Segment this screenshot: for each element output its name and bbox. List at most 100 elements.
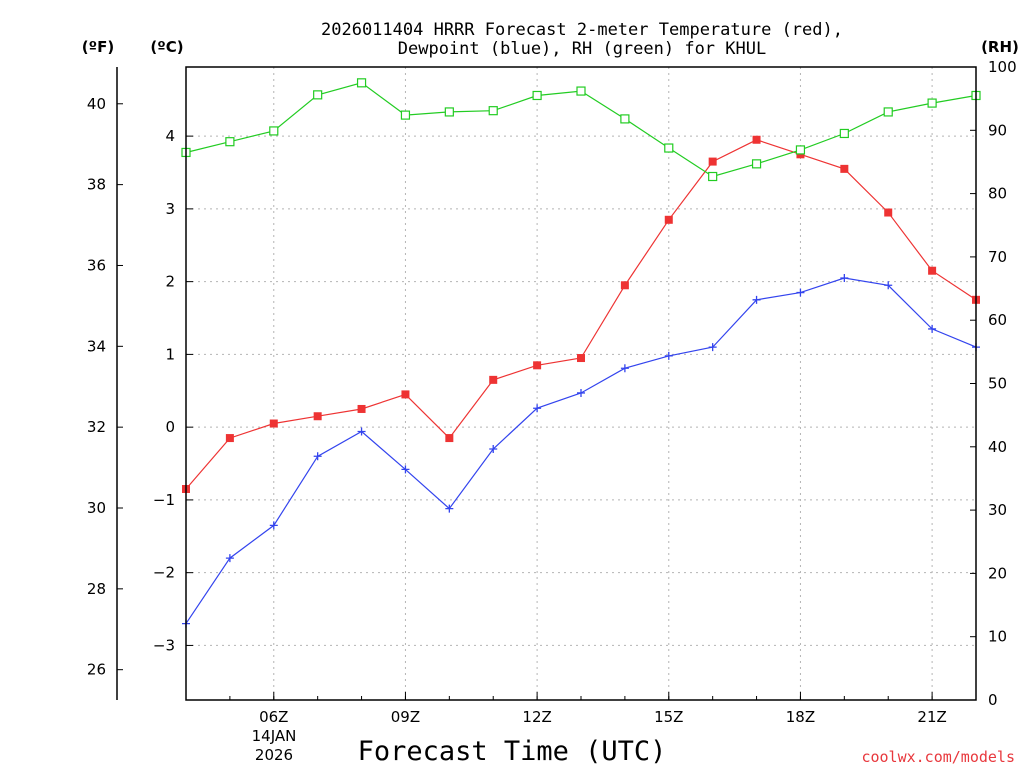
date-label-day: 14JAN xyxy=(252,727,297,745)
temperature-point xyxy=(357,404,366,413)
fahrenheit-tick-label: 38 xyxy=(87,176,106,194)
temperature-point xyxy=(664,215,673,224)
fahrenheit-tick-label: 36 xyxy=(87,256,106,274)
rh-point xyxy=(927,98,937,108)
chart-title-line1: 2026011404 HRRR Forecast 2-meter Tempera… xyxy=(321,20,843,40)
temperature-point xyxy=(752,135,761,144)
fahrenheit-tick-label: 32 xyxy=(87,418,106,436)
dewpoint-point xyxy=(489,444,498,453)
x-axis: 06Z 09Z 12Z 15Z 18Z 21Z xyxy=(185,692,977,726)
rh-point xyxy=(620,114,630,124)
x-tick-label: 12Z xyxy=(522,708,551,726)
dewpoint-point xyxy=(401,465,410,474)
rh-point xyxy=(444,107,454,117)
temperature-point xyxy=(928,266,937,275)
temperature-point xyxy=(577,354,585,363)
fahrenheit-tick-label: 30 xyxy=(87,499,106,517)
x-axis-title: Forecast Time (UTC) xyxy=(358,736,667,767)
dewpoint-point xyxy=(664,351,673,360)
rh-point xyxy=(269,126,279,136)
dewpoint-point xyxy=(577,388,585,397)
dewpoint-line xyxy=(185,277,977,624)
rh-point xyxy=(664,143,674,153)
x-tick-label: 21Z xyxy=(917,708,946,726)
chart-title-line2: Dewpoint (blue), RH (green) for KHUL xyxy=(398,39,766,59)
celsius-tick-label: −1 xyxy=(153,491,175,509)
date-label-year: 2026 xyxy=(255,746,293,764)
rh-tick-label: 20 xyxy=(988,564,1007,582)
rh-point xyxy=(225,137,235,147)
temperature-point xyxy=(489,375,498,384)
rh-point xyxy=(313,90,323,100)
temperature-series xyxy=(182,135,980,493)
temperature-line xyxy=(185,139,977,490)
temperature-point xyxy=(401,390,410,399)
celsius-tick-label: 3 xyxy=(165,200,175,218)
temperature-point xyxy=(445,434,454,443)
celsius-tick-label: 1 xyxy=(165,345,175,363)
fahrenheit-tick-label: 26 xyxy=(87,661,106,679)
rh-tick-label: 0 xyxy=(988,691,998,709)
rh-point xyxy=(795,145,806,155)
rh-point xyxy=(532,90,542,101)
temperature-point xyxy=(225,434,234,443)
rh-point xyxy=(708,171,718,182)
fahrenheit-tick-label: 40 xyxy=(87,95,106,113)
temperature-point xyxy=(533,361,542,370)
rh-series xyxy=(181,78,981,182)
dewpoint-series xyxy=(182,274,980,628)
rh-point xyxy=(576,86,586,96)
dewpoint-point xyxy=(357,427,366,436)
dewpoint-point xyxy=(269,521,278,530)
temperature-point xyxy=(620,281,629,290)
dewpoint-point xyxy=(445,504,454,513)
dewpoint-point xyxy=(225,554,234,563)
celsius-unit-label: (ºC) xyxy=(150,38,183,56)
celsius-axis: −3 −2 −1 0 1 2 3 4 xyxy=(153,127,193,654)
rh-tick-label: 90 xyxy=(988,121,1007,139)
dewpoint-point xyxy=(752,295,761,304)
celsius-tick-label: 0 xyxy=(165,418,175,436)
dewpoint-point xyxy=(840,274,849,282)
credit-text: coolwx.com/models xyxy=(861,748,1015,766)
rh-tick-label: 60 xyxy=(988,311,1007,329)
fahrenheit-tick-label: 34 xyxy=(87,337,106,355)
dewpoint-point xyxy=(313,452,322,461)
plot-frame xyxy=(185,66,977,701)
rh-point xyxy=(356,78,367,88)
rh-point xyxy=(488,106,498,116)
series-layer xyxy=(181,78,981,628)
rh-axis: 0 10 20 30 40 50 60 70 80 90 100 xyxy=(970,58,1017,709)
rh-tick-label: 50 xyxy=(988,375,1007,393)
temperature-point xyxy=(884,208,893,217)
x-tick-label: 09Z xyxy=(391,708,420,726)
dewpoint-point xyxy=(708,343,717,352)
temperature-point xyxy=(840,164,849,173)
rh-tick-label: 30 xyxy=(988,501,1007,519)
temperature-point xyxy=(313,412,322,421)
celsius-tick-label: 2 xyxy=(165,273,175,291)
x-tick-label: 18Z xyxy=(786,708,815,726)
x-tick-label: 06Z xyxy=(259,708,288,726)
rh-tick-label: 70 xyxy=(988,248,1007,266)
grid xyxy=(186,67,976,700)
rh-point xyxy=(400,110,411,120)
celsius-tick-label: 4 xyxy=(165,127,175,145)
fahrenheit-unit-label: (ºF) xyxy=(82,38,114,56)
fahrenheit-tick-label: 28 xyxy=(87,580,106,598)
rh-line xyxy=(185,82,977,178)
celsius-tick-label: −3 xyxy=(153,636,175,654)
rh-point xyxy=(883,107,893,117)
dewpoint-point xyxy=(533,404,542,413)
temperature-point xyxy=(708,157,717,166)
rh-tick-label: 100 xyxy=(988,58,1017,76)
dewpoint-point xyxy=(928,324,937,333)
x-tick-label: 15Z xyxy=(654,708,683,726)
rh-tick-label: 80 xyxy=(988,185,1007,203)
rh-point xyxy=(751,159,762,169)
rh-point xyxy=(839,128,849,139)
temperature-point xyxy=(269,419,278,428)
dewpoint-point xyxy=(620,364,629,373)
dewpoint-point xyxy=(884,281,893,290)
